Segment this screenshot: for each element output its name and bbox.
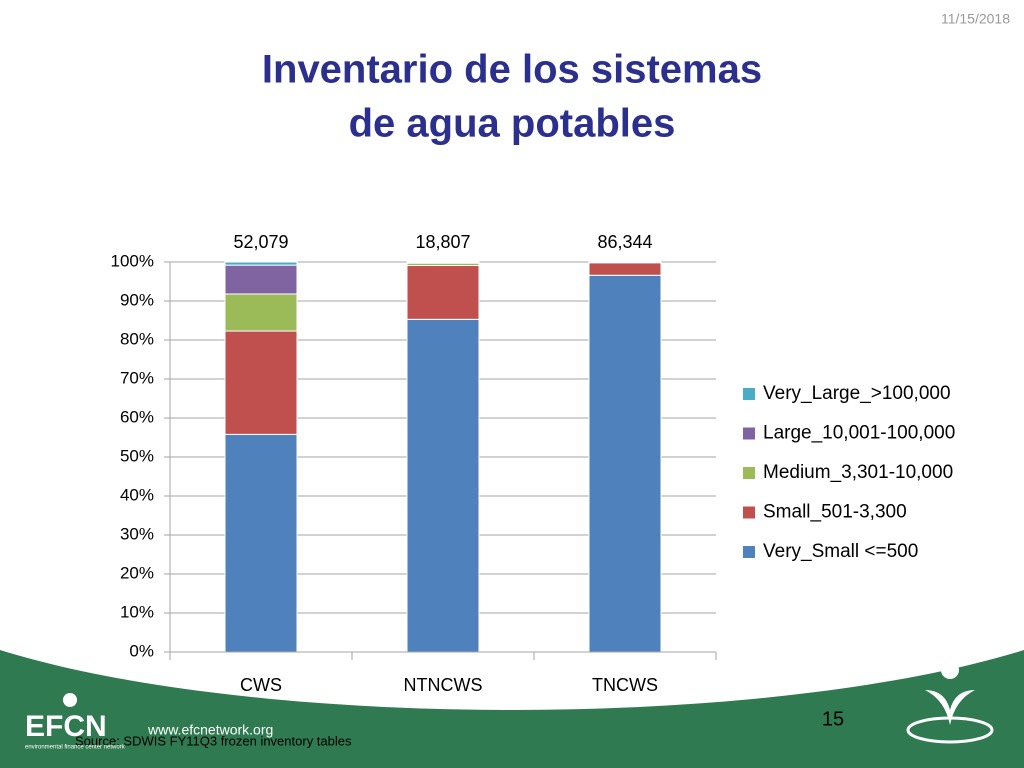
total-label: 86,344 (597, 232, 652, 252)
bar-segment (224, 261, 298, 266)
bar-segment (588, 262, 662, 276)
chart: 0% 10% 20% 30% 40% 50% 60% 70% 80% 90% 100% CWS 52,0… (111, 232, 956, 695)
bar-segment (224, 330, 298, 435)
y-tick-label: 100% (111, 251, 154, 270)
legend-label: Large_10,001-100,000 (763, 423, 955, 444)
legend-swatch (743, 427, 755, 440)
right-logo (906, 661, 994, 744)
bar-segment (406, 265, 480, 320)
y-tick-label: 0% (129, 641, 154, 660)
legend-label: Medium_3,301-10,000 (763, 462, 953, 483)
logo-icon (63, 693, 77, 707)
source: Source: SDWIS FY11Q3 frozen inventory ta… (75, 733, 352, 748)
bar-segment (224, 264, 298, 295)
y-tick-label: 30% (120, 524, 154, 543)
bar-segment (406, 318, 480, 653)
legend-swatch (743, 388, 755, 400)
logo: EFCN environmental finance center networ… (25, 693, 126, 751)
x-tick-label: TNCWS (592, 675, 658, 695)
title: de agua potables (349, 102, 676, 146)
legend-swatch (743, 546, 755, 558)
legend-swatch (743, 506, 755, 519)
y-tick-label: 50% (120, 446, 154, 465)
bar-segment (224, 293, 298, 332)
logo-dot (941, 661, 959, 679)
date: 11/15/2018 (941, 11, 1010, 27)
y-tick-label: 20% (120, 563, 154, 582)
bar-segment (224, 433, 298, 653)
y-tick-label: 60% (120, 407, 154, 426)
y-tick-label: 40% (120, 485, 154, 504)
website: www.efcnetwork.org (147, 722, 273, 738)
logo-tagline: environmental finance center network (25, 745, 126, 751)
logo-text: EFCN (25, 710, 107, 743)
x-tick-label: CWS (240, 675, 282, 695)
legend-label: Very_Small <=500 (763, 541, 918, 562)
legend-swatch (743, 467, 755, 479)
title: Inventario de los sistemas (262, 48, 762, 92)
y-tick-label: 80% (120, 329, 154, 348)
total-label: 52,079 (233, 232, 288, 252)
y-tick-label: 10% (120, 602, 154, 621)
y-tick-label: 90% (120, 290, 154, 309)
page-number: 15 (822, 708, 844, 730)
legend-label: Very_Large_>100,000 (763, 383, 951, 404)
legend-label: Small_501-3,300 (763, 502, 907, 523)
total-label: 18,807 (415, 232, 470, 252)
logo-leaf (925, 690, 975, 725)
bar-segment (588, 274, 662, 653)
x-tick-label: NTNCWS (404, 675, 483, 695)
y-tick-label: 70% (120, 368, 154, 387)
